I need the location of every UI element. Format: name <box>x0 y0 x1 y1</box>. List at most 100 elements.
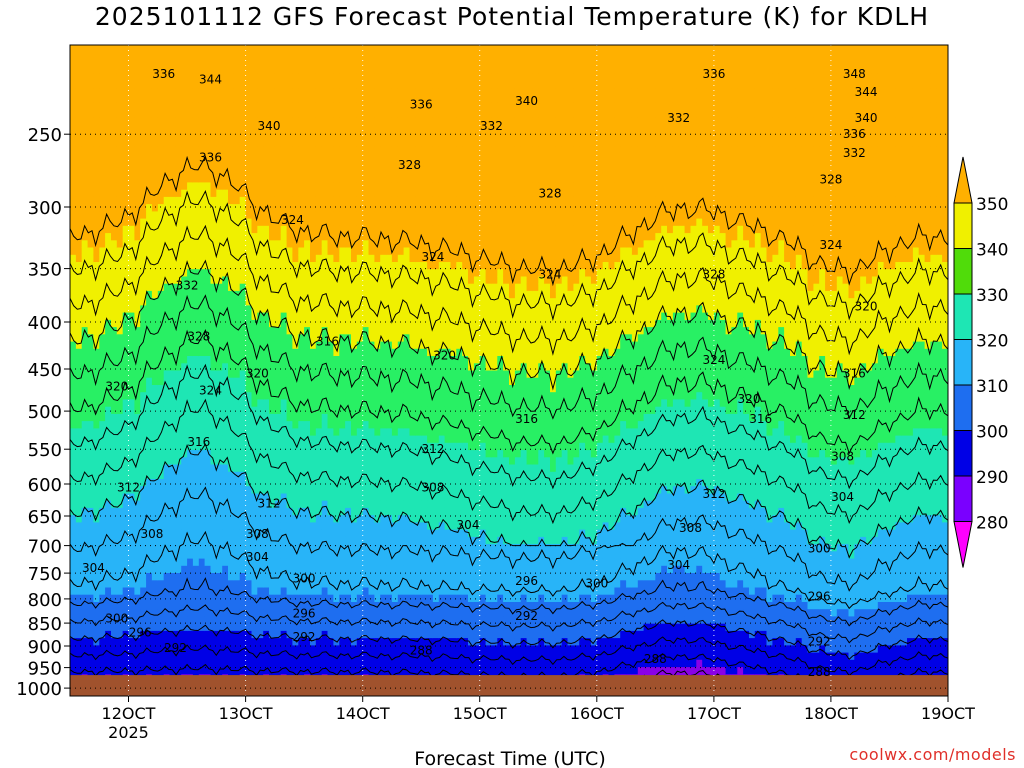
theta-cell <box>351 551 358 560</box>
theta-cell <box>140 117 147 126</box>
theta-cell <box>304 565 311 574</box>
theta-cell <box>368 131 375 140</box>
theta-cell <box>362 602 370 610</box>
theta-cell <box>380 616 387 625</box>
theta-cell <box>292 536 299 545</box>
theta-cell <box>356 623 364 632</box>
theta-cell <box>333 283 340 292</box>
theta-cell <box>245 139 253 147</box>
theta-cell <box>175 131 182 140</box>
theta-cell <box>333 319 340 328</box>
theta-cell <box>321 399 329 408</box>
theta-cell <box>216 522 223 531</box>
theta-cell <box>187 573 194 581</box>
theta-cell <box>333 240 340 249</box>
theta-cell <box>163 139 171 147</box>
theta-cell <box>362 276 370 285</box>
theta-cell <box>192 377 200 386</box>
theta-cell <box>198 536 206 545</box>
theta-cell <box>93 486 100 494</box>
theta-cell <box>210 536 217 545</box>
theta-cell <box>216 254 223 263</box>
theta-cell <box>345 421 352 429</box>
theta-cell <box>257 211 264 220</box>
theta-cell <box>245 189 253 198</box>
theta-cell <box>111 298 118 306</box>
theta-cell <box>356 565 364 574</box>
theta-cell <box>298 536 305 545</box>
theta-cell <box>99 45 106 53</box>
theta-cell <box>233 348 241 357</box>
theta-cell <box>233 160 241 169</box>
theta-cell <box>151 131 159 140</box>
theta-cell <box>327 356 334 364</box>
theta-cell <box>93 435 100 444</box>
theta-cell <box>70 124 77 133</box>
theta-cell <box>380 262 387 270</box>
theta-cell <box>321 102 329 111</box>
theta-cell <box>245 638 253 646</box>
theta-cell <box>374 565 381 574</box>
theta-cell <box>233 450 241 458</box>
theta-cell <box>157 348 165 357</box>
theta-cell <box>327 413 334 422</box>
theta-cell <box>380 334 387 343</box>
theta-cell <box>105 450 112 458</box>
theta-cell <box>181 269 188 277</box>
theta-cell <box>298 276 305 285</box>
theta-cell <box>93 522 100 531</box>
theta-cell <box>157 269 165 277</box>
theta-cell <box>216 623 223 632</box>
theta-cell <box>257 587 264 596</box>
theta-cell <box>345 175 352 183</box>
theta-cell <box>181 175 188 183</box>
theta-cell <box>345 659 352 668</box>
theta-cell <box>163 160 171 169</box>
theta-cell <box>356 645 364 654</box>
theta-cell <box>175 565 182 574</box>
theta-cell <box>140 479 147 487</box>
theta-cell <box>99 630 106 639</box>
theta-cell <box>87 276 95 285</box>
theta-cell <box>70 269 77 277</box>
theta-cell <box>204 609 212 617</box>
theta-cell <box>175 59 182 68</box>
theta-cell <box>292 551 299 560</box>
theta-cell <box>374 160 381 169</box>
theta-cell <box>263 88 270 97</box>
theta-cell <box>192 52 200 60</box>
theta-cell <box>70 450 77 458</box>
theta-cell <box>333 356 340 364</box>
theta-cell <box>70 298 77 306</box>
theta-cell <box>310 196 317 205</box>
theta-cell <box>93 254 100 263</box>
theta-cell <box>169 168 176 176</box>
theta-cell <box>239 609 247 617</box>
theta-cell <box>157 334 165 343</box>
theta-cell <box>380 392 387 400</box>
theta-cell <box>245 399 253 408</box>
theta-cell <box>345 218 352 227</box>
theta-cell <box>116 442 124 451</box>
theta-cell <box>163 652 171 661</box>
theta-cell <box>99 327 106 335</box>
theta-cell <box>310 269 317 277</box>
theta-cell <box>356 385 364 393</box>
theta-cell <box>169 312 176 321</box>
theta-cell <box>304 573 311 581</box>
theta-cell <box>157 88 165 97</box>
theta-cell <box>362 204 370 212</box>
theta-cell <box>263 254 270 263</box>
theta-cell <box>304 479 311 487</box>
theta-cell <box>327 290 334 299</box>
theta-cell <box>386 551 393 560</box>
theta-cell <box>146 413 153 422</box>
theta-cell <box>216 659 223 668</box>
theta-cell <box>345 45 352 53</box>
theta-cell <box>245 493 253 502</box>
theta-cell <box>362 146 370 155</box>
theta-cell <box>292 558 299 567</box>
theta-cell <box>304 348 311 357</box>
theta-cell <box>333 196 340 205</box>
theta-cell <box>70 507 77 516</box>
